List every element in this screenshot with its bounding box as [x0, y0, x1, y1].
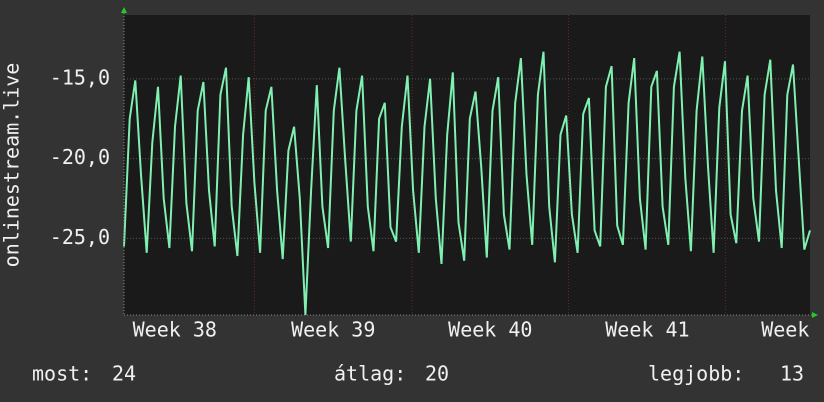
stat-value: 24 [112, 362, 136, 386]
y-tick-label: -20,0 [50, 145, 110, 169]
stat-label: átlag: [334, 362, 406, 386]
y-tick-label: -15,0 [50, 65, 110, 89]
x-tick-label: Week 39 [291, 318, 375, 342]
stat-value: 20 [425, 362, 449, 386]
stat-value: 13 [780, 362, 804, 386]
x-tick-label: Week [761, 318, 809, 342]
y-axis-arrow [121, 7, 127, 13]
stat-label: legjobb: [648, 362, 744, 386]
y-axis-label: onlinestream.live [0, 63, 24, 268]
x-axis-arrow [812, 312, 818, 318]
y-tick-label: -25,0 [50, 225, 110, 249]
x-tick-label: Week 38 [133, 318, 217, 342]
x-tick-label: Week 41 [605, 318, 689, 342]
x-tick-label: Week 40 [448, 318, 532, 342]
data-line [123, 51, 811, 316]
stat-label: most: [32, 362, 92, 386]
